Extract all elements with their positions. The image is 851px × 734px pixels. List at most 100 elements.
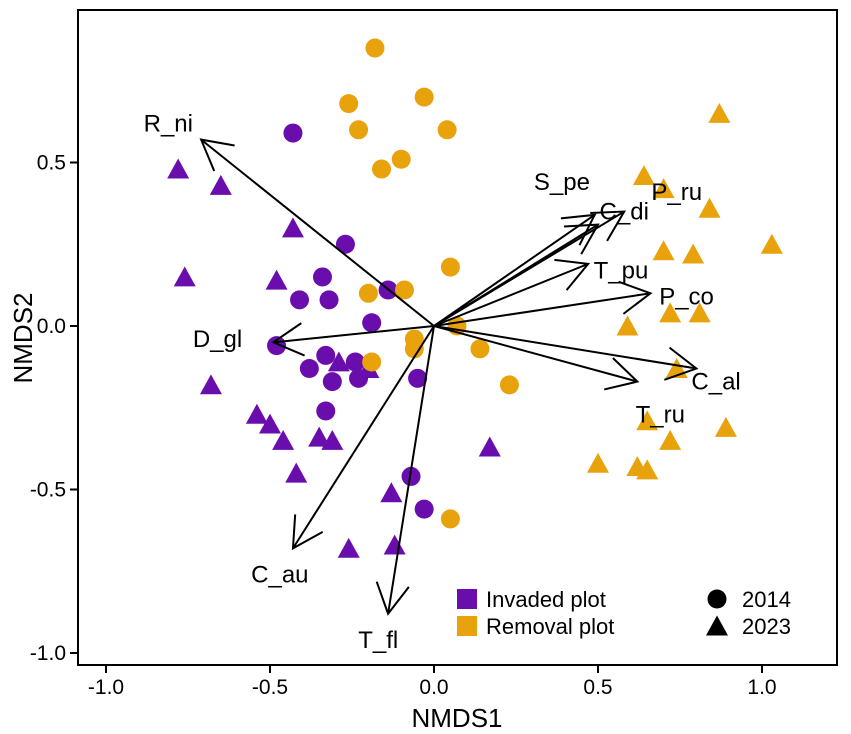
removal-circle-point (349, 120, 369, 140)
invaded-circle-point (362, 313, 382, 333)
invaded-circle-point (316, 345, 336, 365)
removal-circle-point (404, 339, 424, 359)
vector-D_gl-line (273, 325, 435, 344)
x-tick-label: -0.5 (252, 676, 288, 699)
removal-circle-point (440, 509, 460, 529)
vector-T_pu-line (433, 262, 589, 327)
legend-swatch-invaded (457, 589, 477, 609)
plot-panel-border (77, 9, 838, 666)
removal-circle-point (358, 283, 378, 303)
vector-T_fl-arrowhead (375, 581, 410, 616)
invaded-circle-point (408, 368, 428, 388)
invaded-triangle-point (285, 462, 308, 483)
removal-triangle-point (708, 102, 731, 123)
vector-label: R_ni (144, 110, 193, 137)
legend-triangle-icon (706, 615, 728, 636)
invaded-circle-point (312, 267, 332, 287)
x-tick-label: 0.0 (419, 676, 448, 699)
vector-R_ni-arrowhead (199, 138, 235, 172)
invaded-triangle-point (173, 266, 196, 287)
y-tick-label: -1.0 (30, 642, 66, 665)
removal-triangle-point (652, 240, 675, 261)
vector-label: C_al (691, 369, 740, 396)
vector-label: C_di (600, 199, 649, 226)
vector-C_al-line (433, 325, 697, 370)
removal-triangle-point (698, 197, 721, 218)
removal-triangle-point (632, 165, 655, 186)
vector-label: T_fl (358, 627, 398, 654)
vector-T_ru-line (433, 325, 638, 383)
removal-triangle-point (688, 302, 711, 323)
vector-T_pu-arrowhead (554, 258, 591, 291)
removal-triangle-point (760, 233, 783, 254)
invaded-circle-point (316, 401, 336, 421)
y-axis-label: NMDS2 (8, 292, 38, 383)
vector-label: D_gl (193, 326, 242, 353)
removal-triangle-point (616, 315, 639, 336)
invaded-circle-point (335, 234, 355, 254)
vector-label: P_co (659, 284, 714, 311)
removal-circle-point (339, 94, 359, 114)
removal-triangle-point (652, 178, 675, 199)
invaded-circle-point (283, 123, 303, 143)
invaded-circle-point (290, 290, 310, 310)
removal-triangle-point (636, 410, 659, 431)
vector-C_di-arrowhead (590, 210, 627, 242)
vector-label: P_ru (651, 179, 702, 206)
removal-triangle-point (587, 452, 609, 473)
invaded-triangle-point (199, 374, 222, 395)
invaded-triangle-point (321, 429, 344, 450)
removal-triangle-point (659, 302, 682, 323)
invaded-triangle-point (259, 413, 281, 434)
removal-circle-point (437, 120, 457, 140)
vector-label: C_au (251, 562, 308, 589)
invaded-circle-point (322, 372, 342, 392)
vector-C_au-line (292, 325, 435, 549)
vector-label: T_pu (594, 257, 649, 284)
removal-triangle-point (714, 416, 737, 437)
legend-swatch-removal (457, 616, 477, 636)
vector-T_fl-line (387, 325, 435, 614)
axes: -1.0 -0.5 0.0 0.5 1.0 -1.0 -0.5 0.0 0.5 (30, 152, 777, 700)
removal-triangle-point (659, 429, 682, 450)
vector-arrows: R_ni D_gl C_au T_fl C_alT_ru P_co T_pu S_pe P_ru… (144, 110, 741, 654)
invaded-triangle-point (478, 436, 501, 457)
vector-T_ru-arrowhead (604, 357, 640, 391)
x-tick-label: 1.0 (747, 676, 776, 699)
invaded-triangle-point (327, 351, 350, 372)
removal-circle-point (391, 149, 411, 169)
invaded-triangle-point (245, 403, 268, 424)
invaded-circle-point (319, 290, 339, 310)
x-axis-label: NMDS1 (411, 703, 502, 733)
removal-circle-point (372, 159, 392, 179)
invaded-triangle-point (167, 158, 190, 179)
invaded-triangle-point (380, 482, 403, 503)
invaded-triangle-point (209, 174, 232, 195)
invaded-triangle-point (337, 537, 360, 558)
vector-P_co-line (433, 292, 651, 327)
invaded-circle-point (299, 359, 319, 379)
removal-circle-point (470, 339, 490, 359)
x-tick-label: -1.0 (88, 676, 124, 699)
legend-label: 2023 (742, 614, 791, 639)
legend-label: Invaded plot (486, 587, 606, 612)
x-tick-label: 0.5 (583, 676, 612, 699)
removal-circle-point (365, 38, 385, 58)
legend-circle-icon (707, 589, 727, 609)
y-tick-label: 0.0 (37, 315, 66, 338)
vector-P_ru-arrowhead (563, 223, 600, 255)
removal-triangle-point (682, 243, 705, 264)
invaded-triangle-point (383, 534, 406, 555)
invaded-circle-point (401, 466, 421, 486)
invaded-triangle-point (281, 217, 304, 238)
vector-S_pe-line (433, 213, 596, 327)
legend-label: Removal plot (486, 614, 614, 639)
removal-circle-point (499, 375, 519, 395)
invaded-triangle-point (272, 429, 295, 450)
vector-label: T_ru (636, 401, 685, 428)
removal-circle-point (362, 352, 382, 372)
removal-circle-point (440, 257, 460, 277)
vector-C_di-line (433, 210, 625, 327)
